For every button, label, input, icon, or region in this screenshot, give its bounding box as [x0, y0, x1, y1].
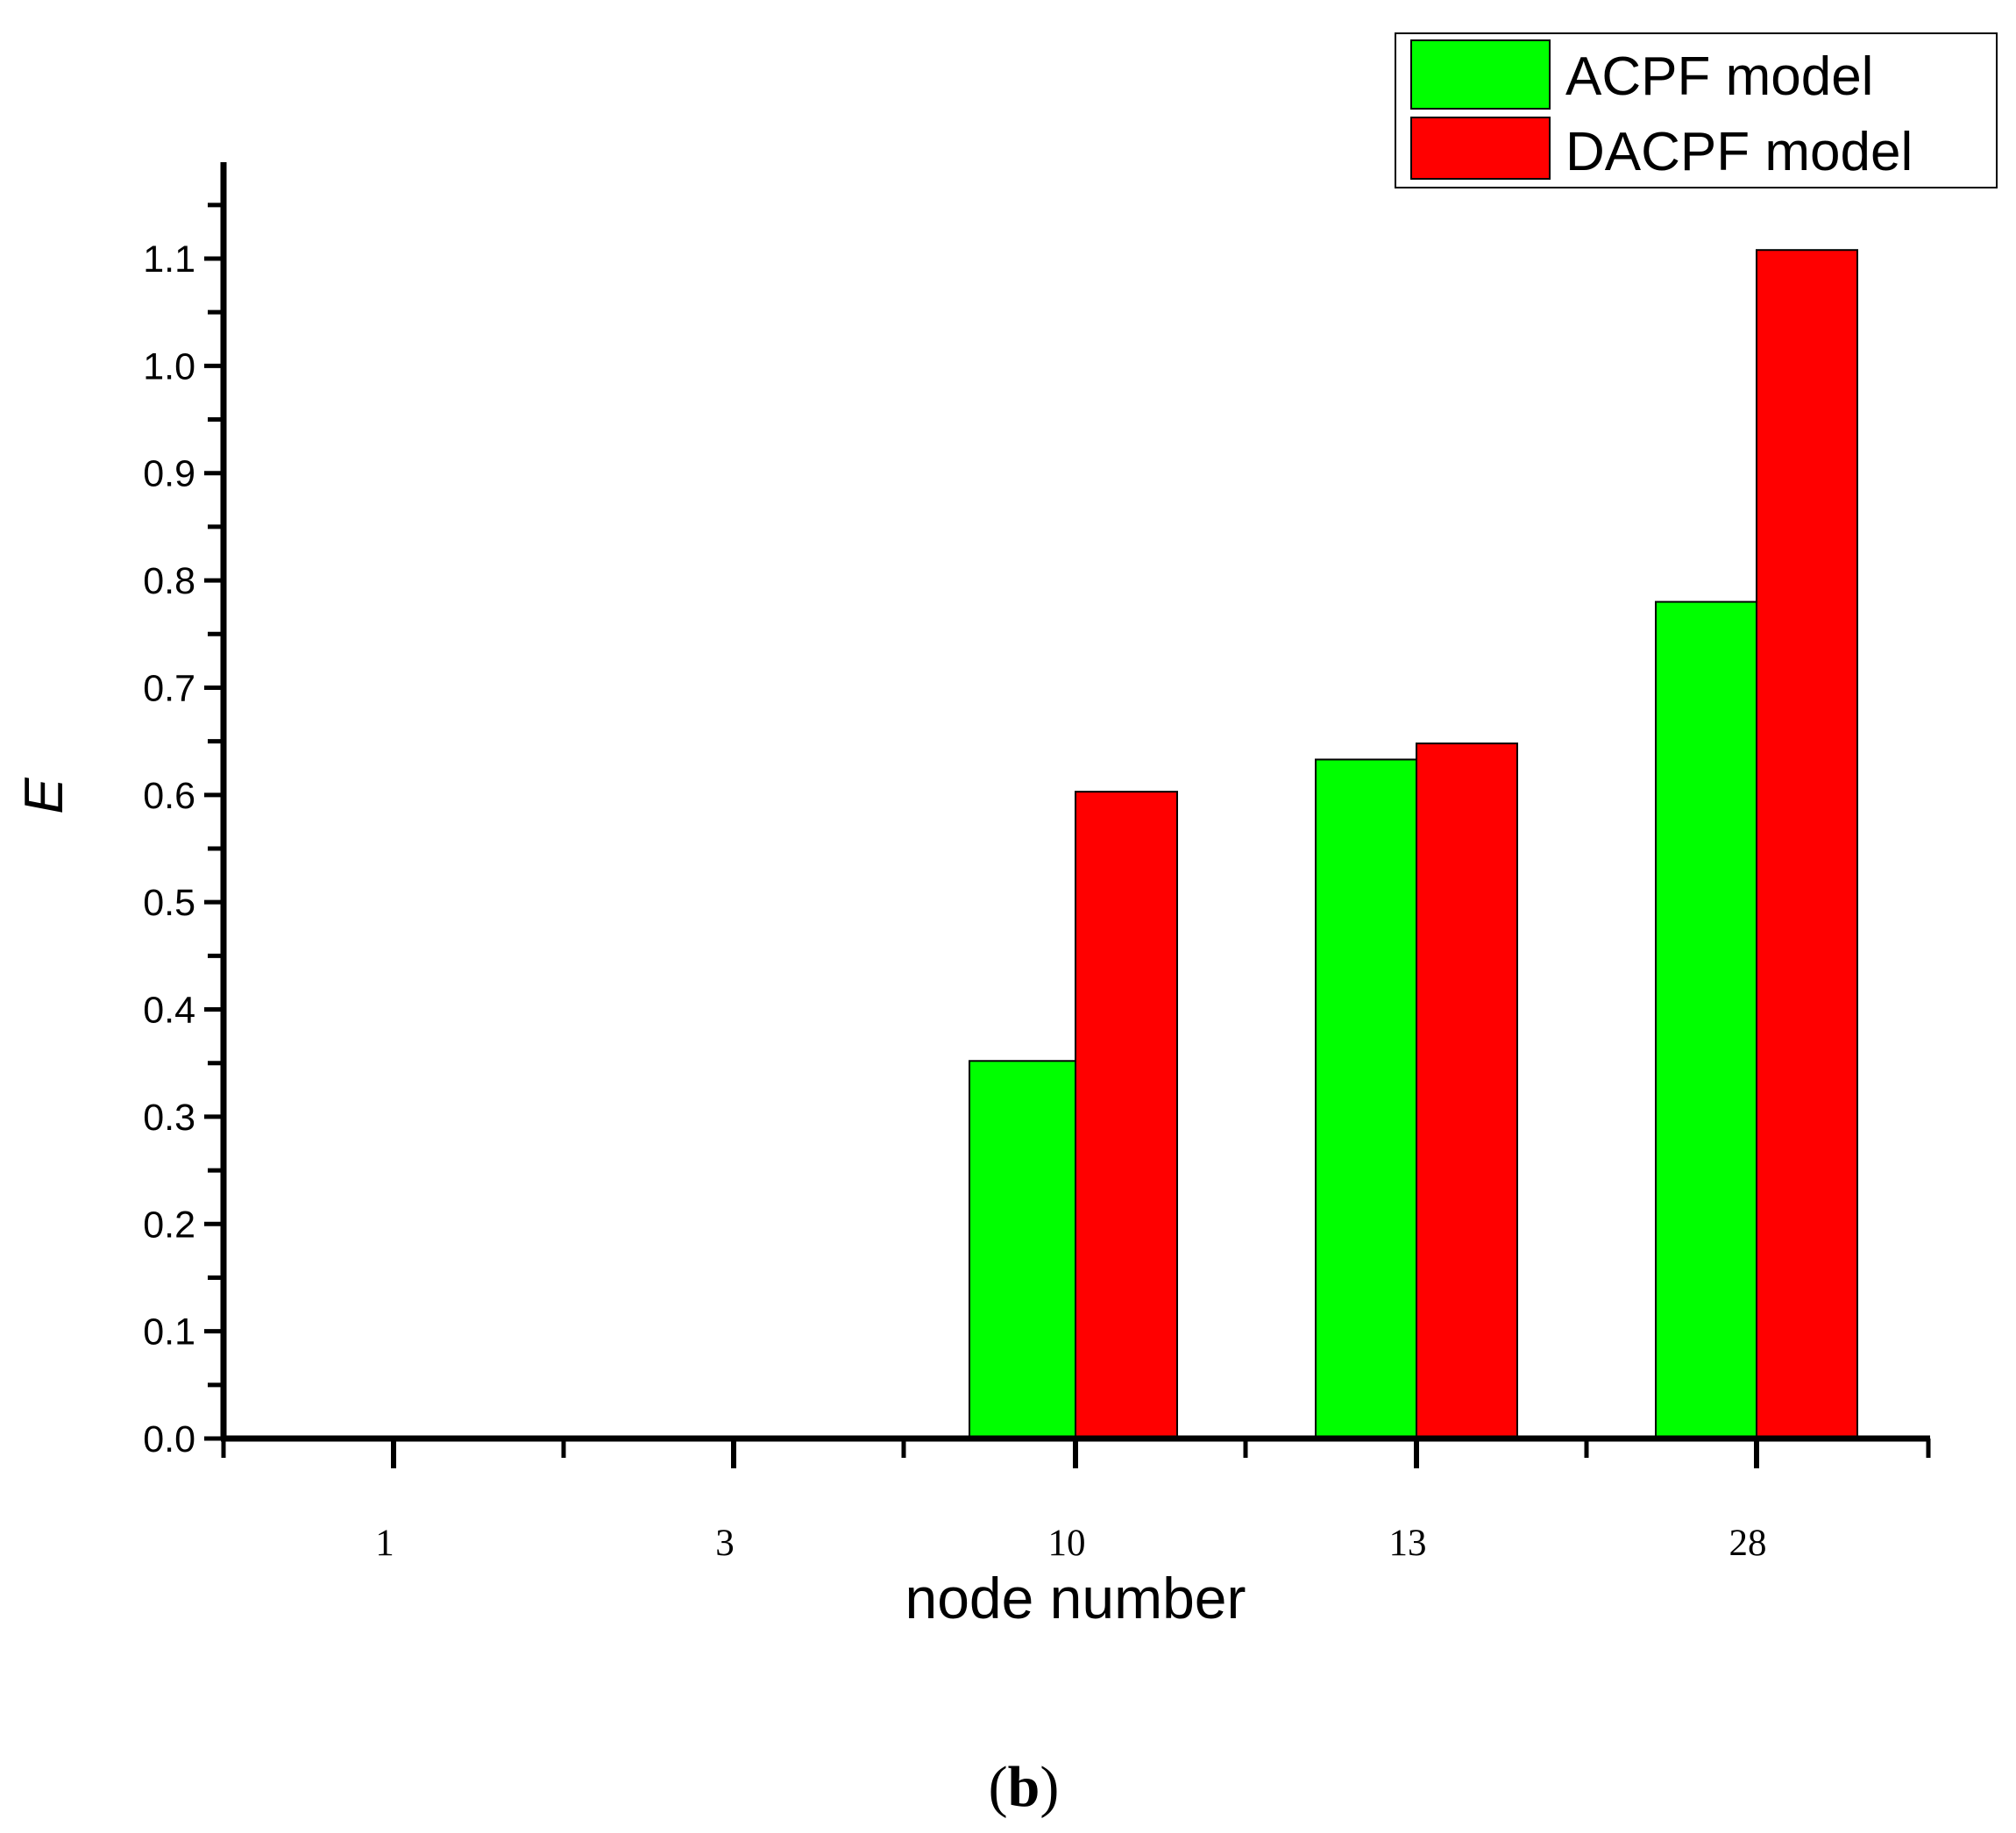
- bar-acpf-28: [1655, 600, 1757, 1439]
- bars-group: [969, 249, 1858, 1440]
- y-tick-label: 0.0: [143, 1418, 195, 1460]
- x-tick-label: 3: [715, 1523, 735, 1564]
- y-ticks: 0.0 0.1 0.2 0.3 0.4 0.5 0.6 0.7 0.8 0.9 1.0 1.1: [143, 202, 224, 1460]
- legend-swatch-acpf: [1410, 39, 1551, 110]
- y-tick-label: 0.9: [143, 453, 195, 495]
- figure-caption: (b): [989, 1755, 1060, 1819]
- y-tick-label: 0.2: [143, 1204, 195, 1246]
- y-tick-label: 0.3: [143, 1097, 195, 1139]
- x-axis-label: node number: [905, 1566, 1246, 1631]
- x-tick-label: 10: [1048, 1523, 1086, 1564]
- y-tick-label: 0.5: [143, 882, 195, 924]
- bar-dacpf-28: [1756, 249, 1858, 1439]
- y-tick-label: 0.7: [143, 667, 195, 709]
- y-tick-label: 0.4: [143, 990, 195, 1032]
- y-tick-label: 0.6: [143, 775, 195, 817]
- caption-close-paren: ): [1040, 1755, 1059, 1819]
- legend-label-acpf: ACPF model: [1565, 46, 1873, 107]
- caption-letter: b: [1008, 1755, 1040, 1819]
- y-axis-label: E: [14, 778, 75, 814]
- bar-acpf-10: [969, 1060, 1076, 1440]
- x-tick-label: 1: [375, 1523, 394, 1564]
- y-tick-label: 0.8: [143, 560, 195, 602]
- legend-swatch-dacpf: [1410, 117, 1551, 180]
- y-tick-label: 0.1: [143, 1311, 195, 1353]
- legend: ACPF model DACPF model: [1395, 32, 1998, 188]
- bar-dacpf-13: [1416, 742, 1518, 1439]
- y-tick-label: 1.1: [143, 238, 195, 281]
- x-ticks: 1 3 10 13 28: [221, 1439, 1931, 1564]
- caption-open-paren: (: [989, 1755, 1008, 1819]
- legend-label-dacpf: DACPF model: [1565, 122, 1913, 182]
- x-tick-label: 13: [1389, 1523, 1427, 1564]
- y-tick-label: 1.0: [143, 345, 195, 387]
- x-tick-label: 28: [1729, 1523, 1767, 1564]
- bar-dacpf-10: [1075, 791, 1178, 1439]
- bar-acpf-13: [1315, 758, 1417, 1439]
